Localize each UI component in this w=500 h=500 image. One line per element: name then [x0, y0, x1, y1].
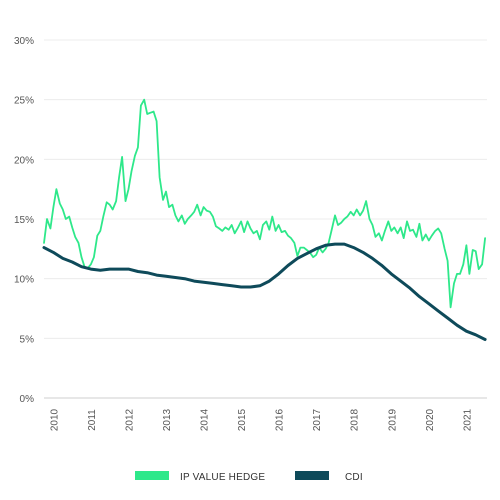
x-tick-label: 2016	[275, 408, 286, 431]
series-line-cdi	[42, 242, 487, 341]
y-tick-label: 5%	[20, 334, 35, 345]
legend-swatch-ip-value-hedge	[135, 471, 169, 480]
x-tick-label: 2017	[312, 408, 323, 431]
series-lines	[42, 98, 487, 341]
series-line-ip-value-hedge	[43, 98, 487, 309]
x-tick-label: 2021	[462, 408, 473, 431]
legend-label-cdi: CDI	[345, 472, 363, 483]
y-tick-label: 30%	[14, 36, 34, 47]
x-tick-label: 2019	[387, 408, 398, 431]
x-tick-label: 2015	[237, 408, 248, 431]
grid-lines	[44, 39, 487, 399]
y-tick-label: 25%	[14, 96, 34, 107]
x-tick-label: 2010	[49, 408, 60, 431]
legend: IP VALUE HEDGE CDI	[135, 471, 363, 483]
x-tick-label: 2011	[87, 409, 98, 431]
legend-swatch-cdi	[295, 471, 329, 480]
y-tick-label: 10%	[14, 275, 34, 286]
legend-label-ip-value-hedge: IP VALUE HEDGE	[180, 472, 265, 483]
x-tick-label: 2020	[425, 408, 436, 431]
x-axis-ticks: 2010 2011 2012 2013 2014 2015 2016 2017 2018 2019…	[49, 408, 473, 431]
y-tick-label: 15%	[14, 215, 34, 226]
x-tick-label: 2018	[350, 408, 361, 431]
x-tick-label: 2014	[200, 408, 211, 431]
y-tick-label: 0%	[20, 394, 35, 405]
y-axis-ticks: 0% 5% 10% 15% 20% 25% 30%	[14, 36, 34, 405]
x-tick-label: 2012	[124, 408, 135, 431]
y-tick-label: 20%	[14, 155, 34, 166]
x-tick-label: 2013	[162, 408, 173, 431]
